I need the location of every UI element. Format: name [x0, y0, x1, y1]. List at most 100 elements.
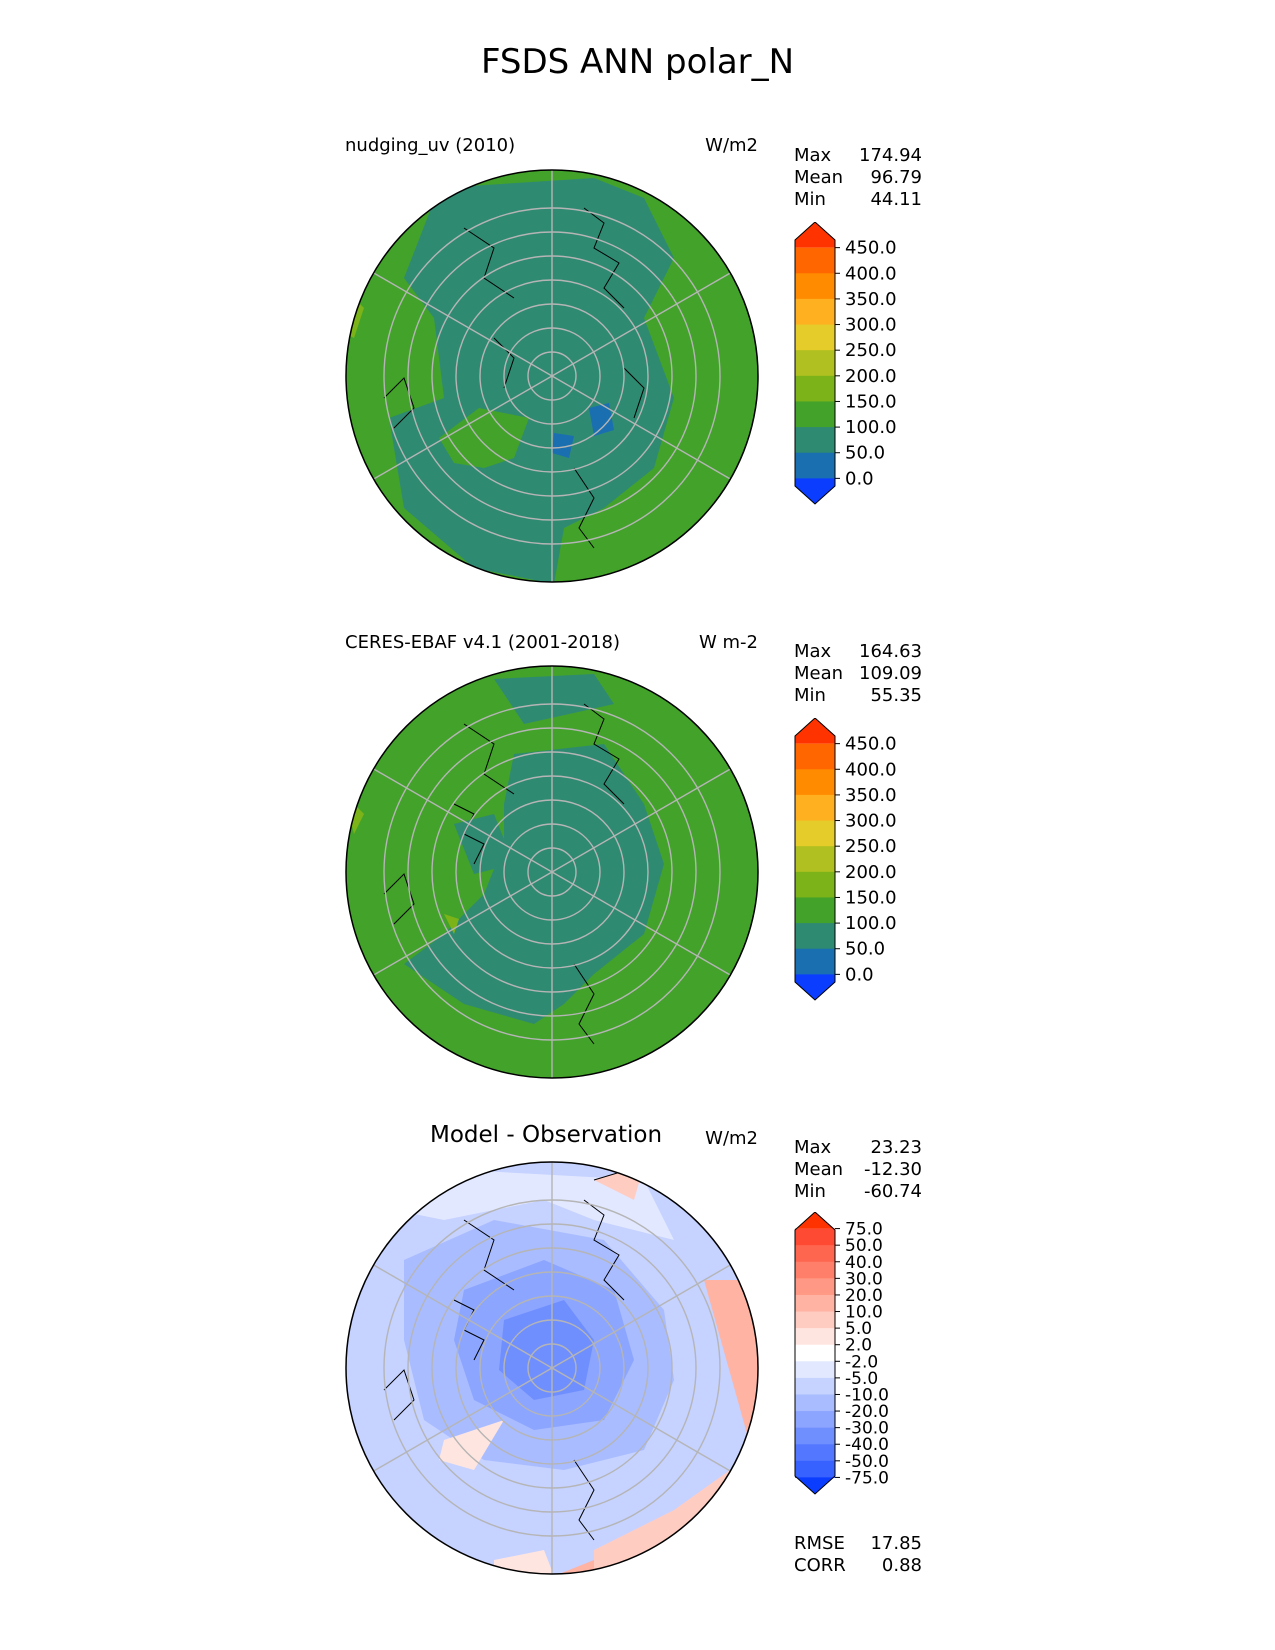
stat-label: Mean — [794, 167, 844, 188]
colorbar-tick-label: -40.0 — [845, 1435, 889, 1455]
colorbar-swatch — [795, 375, 835, 402]
test-polar-map — [345, 169, 759, 583]
metric-label: RMSE — [794, 1533, 845, 1554]
colorbar-tick-label: 300.0 — [845, 811, 897, 832]
colorbar-swatch — [795, 1460, 835, 1478]
panel-difference-stats: Max 23.23 Mean -12.30 Min -60.74 — [794, 1137, 922, 1203]
metric-value: 0.88 — [881, 1555, 922, 1576]
panel-reference-title: CERES-EBAF v4.1 (2001-2018) — [345, 632, 621, 653]
colorbar-tick-label: 50.0 — [845, 443, 885, 464]
colorbar-tick-label: 300.0 — [845, 315, 897, 336]
colorbar-tick-label: 40.0 — [845, 1253, 883, 1273]
colorbar-swatch — [795, 1278, 835, 1296]
colorbar-tick-label: 250.0 — [845, 340, 897, 361]
colorbar-tick-label: 400.0 — [845, 263, 897, 284]
colorbar-swatch — [795, 769, 835, 796]
stat-value: 109.09 — [859, 663, 922, 684]
colorbar-tick-label: -20.0 — [845, 1402, 889, 1422]
colorbar-tick-label: 30.0 — [845, 1269, 883, 1289]
test-colorbar: 450.0 400.0 350.0 300.0 250.0 200.0 150.0 100.0… — [794, 222, 897, 505]
colorbar-tick-label: -10.0 — [845, 1385, 889, 1405]
colorbar-outline — [794, 718, 836, 1001]
colorbar-swatch — [795, 1261, 835, 1279]
colorbar-tick-label: 200.0 — [845, 862, 897, 883]
stat-label: Mean — [794, 663, 844, 684]
panel-difference-metrics: RMSE 17.85 CORR 0.88 — [794, 1533, 922, 1577]
difference-polar-map — [345, 1161, 759, 1575]
colorbar-tick-label: 150.0 — [845, 887, 897, 908]
stat-label: Min — [794, 189, 826, 210]
colorbar-tick-label: 450.0 — [845, 734, 897, 755]
colorbar-swatch — [795, 897, 835, 924]
colorbar-tick-label: 50.0 — [845, 1236, 883, 1256]
colorbar-swatch — [795, 974, 835, 1000]
stat-value: 55.35 — [870, 685, 922, 706]
colorbar-swatch — [795, 1328, 835, 1346]
stat-value: 96.79 — [870, 167, 922, 188]
panel-difference-title: Model - Observation — [430, 1122, 663, 1148]
colorbar-tick-label: -75.0 — [845, 1468, 889, 1488]
colorbar-swatch — [795, 1411, 835, 1429]
colorbar-swatch — [795, 478, 835, 504]
colorbar-tick-label: -5.0 — [845, 1369, 878, 1389]
colorbar-swatch — [795, 1377, 835, 1395]
colorbar-swatch — [795, 273, 835, 300]
stat-label: Max — [794, 641, 832, 662]
colorbar-swatch — [795, 743, 835, 770]
colorbar-tick-label: 350.0 — [845, 785, 897, 806]
colorbar-tick-label: 0.0 — [845, 964, 874, 985]
stat-value: -12.30 — [863, 1159, 922, 1180]
stat-label: Max — [794, 145, 832, 166]
colorbar-tick-label: 350.0 — [845, 289, 897, 310]
colorbar-swatch — [795, 1212, 835, 1230]
colorbar-swatch — [795, 247, 835, 274]
colorbar-tick-label: 100.0 — [845, 417, 897, 438]
colorbar-outline — [794, 222, 836, 505]
colorbar-swatch — [795, 222, 835, 248]
reference-colorbar: 450.0 400.0 350.0 300.0 250.0 200.0 150.0 100.0… — [794, 718, 897, 1001]
stat-value: 44.11 — [870, 189, 922, 210]
stat-value: 164.63 — [859, 641, 922, 662]
colorbar-swatch — [795, 350, 835, 377]
panel-difference-units: W/m2 — [705, 1128, 758, 1149]
colorbar-tick-label: 10.0 — [845, 1303, 883, 1323]
colorbar-tick-label: 200.0 — [845, 366, 897, 387]
panel-test-stats: Max 174.94 Mean 96.79 Min 44.11 — [794, 145, 922, 211]
colorbar-tick-label: -30.0 — [845, 1419, 889, 1439]
stat-value: 174.94 — [859, 145, 922, 166]
colorbar-swatch — [795, 452, 835, 479]
colorbar-tick-label: 450.0 — [845, 238, 897, 259]
stat-value: -60.74 — [863, 1181, 922, 1202]
colorbar-swatch — [795, 427, 835, 454]
colorbar-swatch — [795, 1344, 835, 1362]
colorbar-swatch — [795, 298, 835, 326]
colorbar-swatch — [795, 324, 835, 351]
colorbar-tick-label: 75.0 — [845, 1220, 883, 1240]
colorbar-outline — [794, 1212, 836, 1495]
colorbar-tick-label: 400.0 — [845, 759, 897, 780]
colorbar-swatch — [795, 1245, 835, 1263]
colorbar-swatch — [795, 871, 835, 898]
colorbar-swatch — [795, 401, 835, 428]
colorbar-tick-label: -50.0 — [845, 1452, 889, 1472]
colorbar-swatch — [795, 1311, 835, 1329]
panel-test-units: W/m2 — [705, 135, 758, 156]
colorbar-swatch — [795, 923, 835, 950]
colorbar-swatch — [795, 1361, 835, 1379]
page-title: FSDS ANN polar_N — [480, 42, 795, 82]
reference-polar-map — [345, 665, 759, 1079]
panel-reference-units: W m-2 — [698, 632, 758, 653]
panel-test-title: nudging_uv (2010) — [345, 135, 516, 156]
colorbar-swatch — [795, 1476, 835, 1494]
metric-value: 17.85 — [870, 1533, 922, 1554]
colorbar-swatch — [795, 948, 835, 975]
panel-reference-stats: Max 164.63 Mean 109.09 Min 55.35 — [794, 641, 922, 707]
stat-label: Min — [794, 685, 826, 706]
metric-label: CORR — [794, 1555, 846, 1576]
colorbar-tick-label: 20.0 — [845, 1286, 883, 1306]
colorbar-swatch — [795, 1427, 835, 1445]
colorbar-tick-label: 0.0 — [845, 468, 874, 489]
colorbar-tick-label: 50.0 — [845, 939, 885, 960]
colorbar-tick-label: 5.0 — [845, 1319, 872, 1339]
stat-value: 23.23 — [870, 1137, 922, 1158]
